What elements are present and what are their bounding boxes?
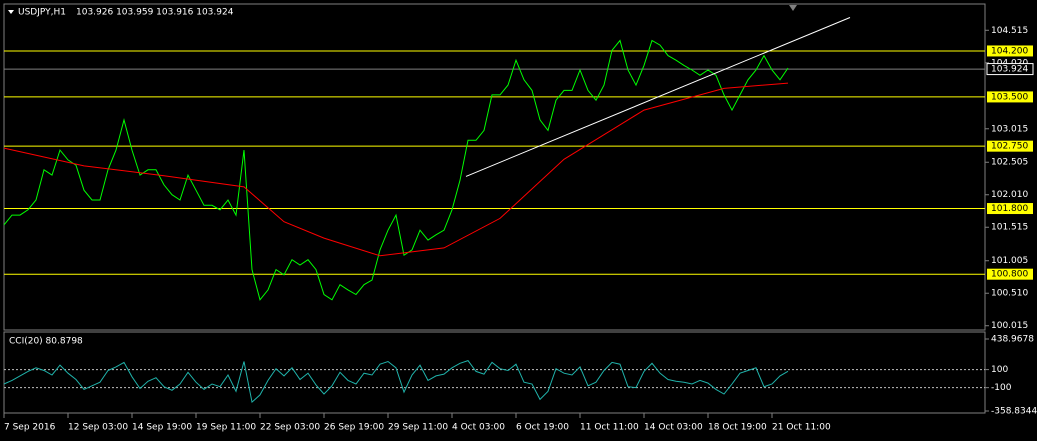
- level-tag: [987, 45, 1033, 57]
- y-tick-label: 103.015: [991, 124, 1028, 134]
- x-tick-label: 21 Oct 11:00: [772, 423, 831, 433]
- x-tick-label: 29 Sep 11:00: [388, 423, 448, 433]
- level-label: 103.500: [991, 92, 1028, 102]
- current-price-label: 103.924: [991, 65, 1028, 75]
- x-tick-label: 6 Oct 19:00: [516, 423, 569, 433]
- x-tick-label: 18 Oct 19:00: [708, 423, 767, 433]
- level-tag: [987, 268, 1033, 280]
- y-tick-label: 102.505: [991, 158, 1028, 168]
- quote: 103.926 103.959 103.916 103.924: [76, 8, 234, 18]
- main-panel: [3, 3, 986, 331]
- x-tick-label: 14 Oct 03:00: [644, 423, 703, 433]
- x-tick-label: 12 Sep 03:00: [68, 423, 128, 433]
- x-tick-label: 22 Sep 03:00: [260, 423, 320, 433]
- series-line: [3, 82, 789, 257]
- y-tick-label: -100: [991, 383, 1012, 393]
- shift-marker: [789, 5, 797, 11]
- y-tick-label: 104.515: [991, 26, 1028, 36]
- level-label: 101.800: [991, 204, 1028, 214]
- series-line: [465, 17, 851, 177]
- y-tick-label: 438.9678: [991, 335, 1034, 345]
- y-tick-label: 100: [991, 365, 1008, 375]
- series-line: [3, 360, 789, 404]
- series-line: [3, 39, 789, 301]
- y-tick-label: 102.010: [991, 190, 1028, 200]
- current-price-tag: [986, 63, 1034, 76]
- x-tick-label: 26 Sep 19:00: [324, 423, 384, 433]
- level-label: 100.800: [991, 270, 1028, 280]
- x-tick-label: 7 Sep 2016: [4, 423, 56, 433]
- y-tick-label: 100.015: [991, 321, 1028, 331]
- level-tag: [987, 91, 1033, 103]
- symbol-title: USDJPY,H1: [18, 8, 66, 18]
- x-tick-label: 11 Oct 11:00: [580, 423, 639, 433]
- level-label: 104.200: [991, 46, 1028, 56]
- y-tick-label: 100.510: [991, 289, 1028, 299]
- x-tick-label: 19 Sep 11:00: [196, 423, 256, 433]
- y-tick-label: 101.515: [991, 223, 1028, 233]
- level-label: 102.750: [991, 142, 1028, 152]
- menu-arrow: [8, 10, 14, 14]
- level-tag: [987, 203, 1033, 215]
- x-tick-label: 4 Oct 03:00: [452, 423, 505, 433]
- indicator-title: CCI(20) 80.8798: [9, 337, 83, 347]
- level-tag: [987, 140, 1033, 152]
- y-tick-label: -358.8344: [991, 407, 1037, 417]
- x-tick-label: 14 Sep 19:00: [132, 423, 192, 433]
- indicator-panel: [3, 331, 986, 414]
- y-tick-label: 101.005: [991, 256, 1028, 266]
